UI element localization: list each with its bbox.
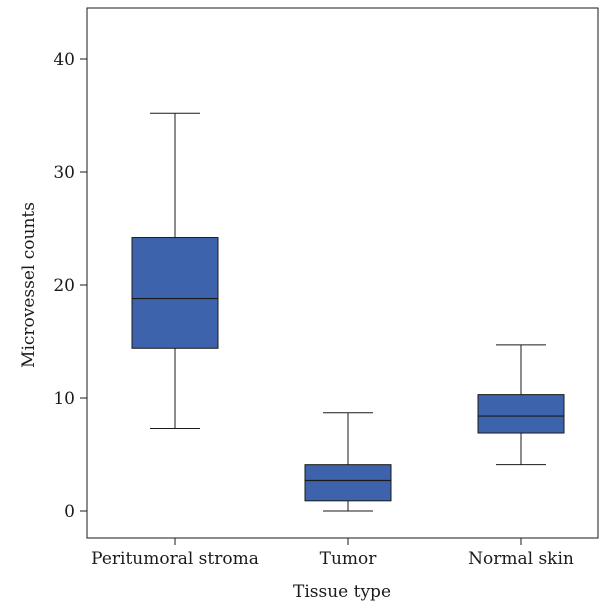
x-axis-label: Tissue type <box>293 582 391 602</box>
plot-frame <box>86 7 599 539</box>
x-tick-label-normal-skin: Normal skin <box>468 549 574 569</box>
y-axis: 0 10 20 30 40 <box>53 50 87 522</box>
x-tick-label-tumor: Tumor <box>320 549 378 569</box>
box-normal-skin <box>477 344 565 466</box>
y-tick-label-0: 0 <box>64 502 75 522</box>
iqr-box-tumor <box>304 464 392 502</box>
y-tick-label-30: 30 <box>53 163 75 183</box>
y-tick-label-20: 20 <box>53 276 75 296</box>
y-tick-label-40: 40 <box>53 50 75 70</box>
x-tick-label-peritumoral-stroma: Peritumoral stroma <box>91 549 259 569</box>
iqr-box-normal-skin <box>477 394 565 434</box>
iqr-box-peritumoral-stroma <box>131 237 219 349</box>
x-axis: Peritumoral stroma Tumor Normal skin <box>91 538 574 569</box>
box-tumor <box>304 412 392 512</box>
y-axis-label: Microvessel counts <box>19 202 39 368</box>
boxes-group <box>131 112 565 512</box>
y-tick-label-10: 10 <box>53 389 75 409</box>
box-peritumoral-stroma <box>131 112 219 430</box>
